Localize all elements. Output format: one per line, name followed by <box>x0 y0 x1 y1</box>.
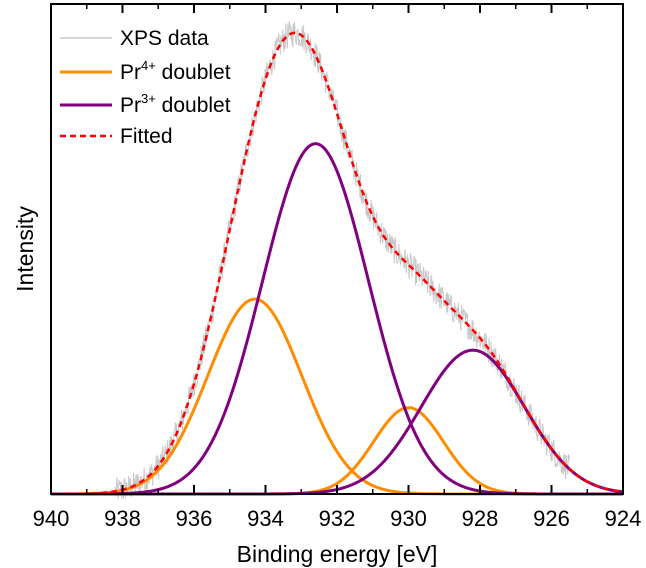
pr3-doublet-peak-2 <box>51 348 624 496</box>
legend-text-base: Pr <box>120 94 141 117</box>
x-tick-label: 934 <box>247 506 284 531</box>
legend-label-4: Fitted <box>120 125 173 148</box>
x-tick-label: 936 <box>176 506 213 531</box>
legend-label-1: XPS data <box>120 27 209 50</box>
legend-text-base: Pr <box>120 61 141 84</box>
x-tick-label: 926 <box>533 506 570 531</box>
xps-data-line <box>114 20 570 499</box>
x-tick-label: 938 <box>104 506 141 531</box>
legend-text-sup: 3+ <box>141 91 156 106</box>
x-tick-label: 928 <box>462 506 499 531</box>
pr4-doublet-peak-1 <box>51 297 623 496</box>
legend-label-2: Pr4+ doublet <box>120 58 231 84</box>
x-axis-label: Binding energy [eV] <box>237 541 438 567</box>
legend-text-tail: doublet <box>156 61 231 84</box>
y-axis-label: Intensity <box>12 206 38 292</box>
pr3-doublet-peak-1 <box>51 142 623 496</box>
legend-text-base: Fitted <box>120 125 173 148</box>
legend-text-base: XPS data <box>120 27 209 50</box>
legend-text-sup: 4+ <box>141 58 156 73</box>
x-tick-label: 940 <box>33 506 70 531</box>
legend-text-tail: doublet <box>156 94 231 117</box>
x-tick-label: 930 <box>390 506 427 531</box>
x-tick-label: 932 <box>319 506 356 531</box>
x-tick-label: 924 <box>605 506 642 531</box>
legend-label-3: Pr3+ doublet <box>120 91 231 117</box>
